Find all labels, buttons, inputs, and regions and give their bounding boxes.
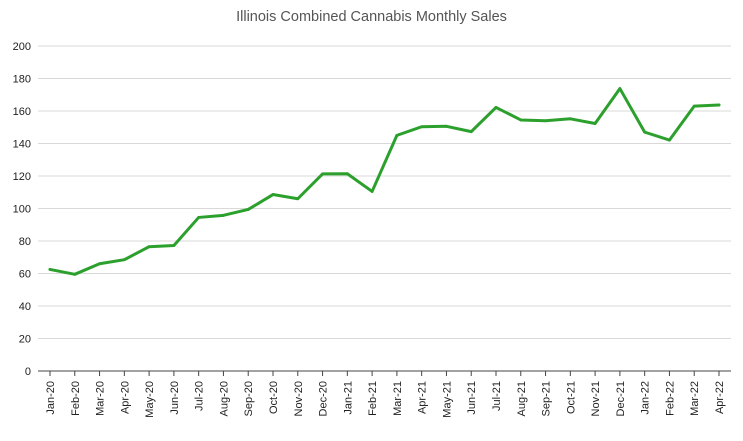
data-point (568, 117, 572, 121)
data-point (321, 172, 324, 176)
x-tick-label: Jan-21 (342, 381, 354, 415)
data-point (222, 213, 225, 217)
x-tick-label: Jan-22 (640, 381, 652, 415)
data-point (717, 103, 721, 107)
data-point (345, 172, 349, 176)
y-tick-label: 80 (19, 236, 31, 248)
x-tick-label: Mar-20 (95, 381, 107, 416)
data-point (73, 272, 77, 276)
y-tick-label: 140 (13, 139, 31, 151)
data-point (593, 122, 597, 125)
series-line (48, 87, 721, 276)
x-tick-label: Nov-20 (293, 381, 305, 416)
x-tick-label: Jan-20 (45, 381, 57, 415)
data-point (618, 87, 622, 90)
y-tick-label: 120 (13, 171, 31, 183)
x-tick-label: Apr-20 (119, 381, 131, 414)
x-tick-label: Mar-22 (689, 381, 701, 416)
data-point (445, 124, 448, 128)
x-tick-label: Mar-21 (392, 381, 404, 416)
y-tick-label: 160 (13, 106, 31, 118)
x-tick-label: Dec-20 (318, 381, 330, 416)
y-tick-label: 200 (13, 41, 31, 53)
y-tick-label: 60 (19, 269, 31, 281)
x-tick-label: Jul-21 (491, 381, 503, 411)
data-point (48, 268, 52, 271)
x-tick-label: Feb-22 (664, 381, 676, 416)
x-tick-label: Sep-20 (243, 381, 255, 416)
data-point (544, 119, 547, 123)
x-tick-label: Nov-21 (590, 381, 602, 416)
x-tick-label: Sep-21 (541, 381, 553, 416)
x-tick-label: Jul-20 (194, 381, 206, 411)
data-point (296, 197, 300, 201)
data-point (519, 118, 523, 122)
x-tick-label: May-21 (441, 381, 453, 418)
x-tick-label: Jun-21 (466, 381, 478, 415)
data-point (692, 104, 696, 108)
y-tick-label: 20 (19, 334, 31, 346)
x-tick-label: Oct-20 (268, 381, 280, 414)
x-tick-label: Aug-20 (218, 381, 230, 416)
x-tick-label: May-20 (144, 381, 156, 418)
y-tick-labels: 0 20 40 60 80 100 120 140 160 180 200 (13, 41, 31, 378)
data-point (122, 258, 126, 262)
data-point (420, 125, 424, 129)
x-tick-label: Oct-21 (565, 381, 577, 414)
axes (38, 370, 731, 376)
x-tick-label: Aug-21 (516, 381, 528, 416)
x-tick-label: Apr-22 (714, 381, 726, 414)
data-point (494, 106, 498, 109)
gridlines (38, 45, 731, 339)
data-point (395, 133, 399, 137)
data-point (197, 216, 201, 219)
data-point (469, 130, 473, 134)
chart-title: Illinois Combined Cannabis Monthly Sales (236, 9, 507, 25)
x-tick-label: Feb-21 (367, 381, 379, 416)
series-layer (48, 87, 721, 276)
data-point (643, 130, 647, 134)
data-point (370, 190, 374, 193)
x-tick-label: Jun-20 (169, 381, 181, 415)
data-point (668, 138, 671, 142)
y-tick-label: 100 (13, 204, 31, 216)
y-tick-label: 40 (19, 301, 31, 313)
x-tick-labels: Jan-20 Feb-20 Mar-20 Apr-20 May-20 Jun-20 Jul-… (45, 381, 726, 418)
data-point (98, 262, 101, 266)
x-tick-label: Feb-20 (70, 381, 82, 416)
data-point (246, 208, 250, 211)
data-point (172, 244, 176, 247)
x-tick-label: Dec-21 (615, 381, 627, 416)
data-point (271, 193, 275, 196)
y-tick-label: 180 (13, 74, 31, 86)
y-tick-label: 0 (25, 366, 31, 378)
data-point (147, 245, 151, 249)
x-tick-label: Apr-21 (417, 381, 429, 414)
